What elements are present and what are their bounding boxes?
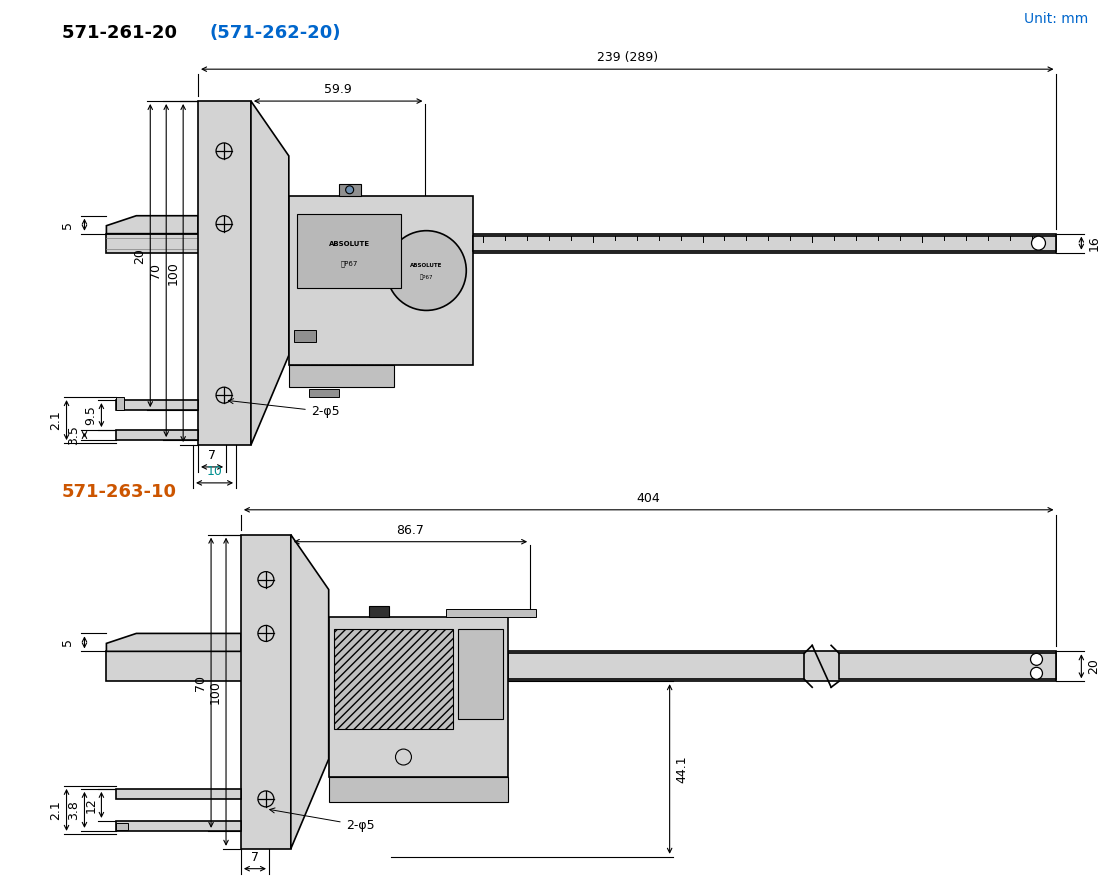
Circle shape [1031, 236, 1046, 250]
Polygon shape [107, 216, 198, 234]
Text: 2-φ5: 2-φ5 [229, 398, 340, 418]
Bar [329, 777, 508, 802]
Text: 20: 20 [133, 247, 147, 263]
Text: 571-263-10: 571-263-10 [61, 483, 176, 501]
Text: 100: 100 [166, 261, 179, 285]
Text: 2.1: 2.1 [50, 800, 62, 820]
Text: ⓘP67: ⓘP67 [420, 275, 433, 280]
Bar [117, 822, 129, 830]
Text: (571-262-20): (571-262-20) [209, 24, 341, 42]
Bar [117, 789, 241, 799]
Bar [117, 821, 241, 830]
Polygon shape [107, 633, 241, 651]
Text: 100: 100 [209, 680, 222, 704]
Bar [369, 605, 388, 617]
Bar [289, 196, 473, 365]
Text: 2-φ5: 2-φ5 [270, 808, 374, 831]
Text: ABSOLUTE: ABSOLUTE [411, 263, 443, 268]
Text: 70: 70 [194, 675, 208, 691]
Bar [309, 389, 339, 397]
Bar [198, 101, 251, 445]
Text: 5: 5 [61, 221, 74, 229]
Text: ⓘP67: ⓘP67 [341, 260, 357, 267]
Text: 404: 404 [637, 492, 660, 505]
Circle shape [386, 230, 466, 311]
Text: 571-261-20: 571-261-20 [61, 24, 183, 42]
Text: 9.5: 9.5 [84, 405, 98, 425]
Bar [334, 630, 453, 729]
Bar [107, 234, 1057, 253]
Text: 7: 7 [208, 449, 216, 462]
Bar [446, 610, 536, 617]
Bar [241, 535, 291, 848]
Text: Unit: mm: Unit: mm [1025, 13, 1088, 26]
Bar [508, 654, 805, 680]
Bar [839, 654, 1057, 680]
Text: 239 (289): 239 (289) [597, 51, 658, 64]
Circle shape [395, 749, 412, 765]
Text: 16: 16 [1088, 235, 1100, 251]
Bar [117, 430, 198, 440]
Polygon shape [291, 535, 329, 848]
Text: 20: 20 [1088, 658, 1100, 674]
Bar [294, 330, 315, 342]
Bar [329, 617, 508, 777]
Text: 3.5: 3.5 [68, 425, 81, 445]
Text: 86.7: 86.7 [396, 523, 424, 537]
Text: 59.9: 59.9 [324, 83, 352, 96]
Bar [289, 365, 394, 388]
Text: 5: 5 [61, 638, 74, 647]
Text: 44.1: 44.1 [676, 755, 688, 783]
Text: 2.1: 2.1 [50, 410, 62, 430]
Text: ABSOLUTE: ABSOLUTE [329, 240, 370, 246]
Polygon shape [251, 101, 289, 445]
Circle shape [1030, 667, 1042, 680]
Text: 70: 70 [149, 263, 162, 279]
Bar [339, 184, 361, 196]
Text: 7: 7 [251, 851, 259, 864]
Bar [117, 397, 124, 410]
Circle shape [1030, 654, 1042, 665]
Bar [296, 213, 402, 288]
Bar [117, 400, 198, 410]
Bar [473, 236, 1057, 251]
Circle shape [345, 186, 354, 194]
Text: 12: 12 [84, 797, 98, 813]
Text: 3.8: 3.8 [68, 800, 81, 820]
Bar [458, 630, 503, 719]
Text: 10: 10 [206, 465, 222, 478]
Bar [107, 651, 1057, 681]
